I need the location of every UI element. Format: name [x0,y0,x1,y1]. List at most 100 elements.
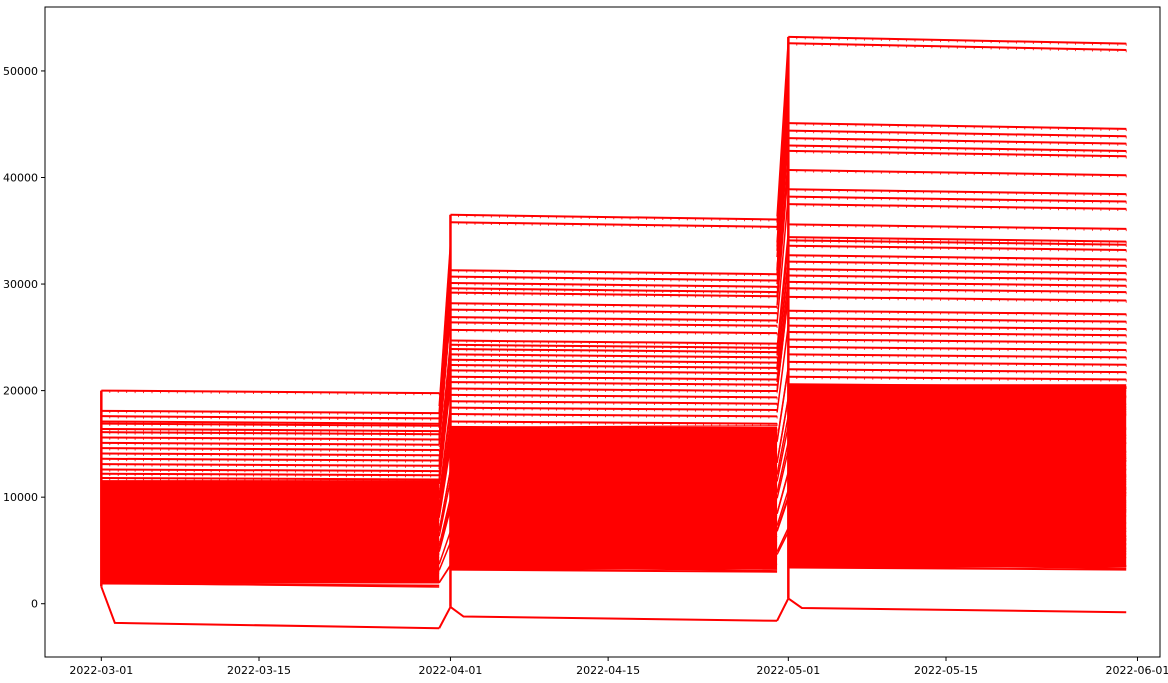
series-line [101,538,440,545]
series-line [450,481,778,485]
transition-line [776,425,790,482]
series-markers [450,353,778,360]
series-markers [101,447,440,453]
series-line [788,531,1127,537]
transition-line [438,298,452,437]
series-markers [788,42,1127,53]
series-line [450,441,778,446]
series-line [101,502,440,506]
series-markers [788,122,1127,132]
series-line [450,459,778,464]
series-markers [788,261,1127,268]
series-markers [101,453,440,458]
series-markers [788,268,1127,276]
series-line [788,526,1127,529]
series-line [788,457,1127,462]
transition-line [776,137,790,285]
series-markers [788,188,1127,197]
transition-line [776,241,790,356]
series-line [101,561,440,566]
x-tick-label: 2022-05-01 [756,664,820,677]
series-line [101,570,440,576]
series-line [788,483,1127,490]
y-tick-label: 30000 [3,278,38,291]
series-line [450,438,778,444]
transition-line [438,422,452,505]
x-tick-label: 2022-03-01 [69,664,133,677]
transition-line [776,397,790,463]
transition-line [438,470,452,532]
series-markers [101,423,440,428]
series-line [788,510,1127,517]
series-markers [101,477,440,482]
series-markers [788,376,1127,382]
transition-line [438,341,452,461]
transition-line [776,497,790,532]
series-line [450,495,778,499]
series-lines [100,35,1127,630]
series-markers [101,428,440,434]
series-line [788,557,1127,562]
series-line [101,577,440,583]
series-markers [450,221,778,229]
transition-line [776,194,790,324]
series-line [450,511,778,515]
series-markers [450,276,778,283]
transition-line [776,156,790,297]
series-line [450,564,778,570]
series-markers [101,431,440,437]
y-tick-label: 20000 [3,385,38,398]
series-line [788,564,1127,567]
month-series-2022-04 [449,213,778,622]
series-line [450,484,778,487]
transition-line [438,497,452,546]
series-line [101,556,440,562]
transition-line [438,411,452,499]
series-markers [788,130,1127,139]
series-line [788,471,1127,477]
transition-line [438,277,452,426]
series-line [101,538,440,543]
series-markers [788,383,1127,389]
transition-line [776,449,790,499]
series-line [788,544,1127,550]
transition-line [776,294,790,392]
transition-line [438,565,452,584]
series-markers [450,400,778,406]
series-markers [101,410,440,416]
series-markers [101,458,440,463]
series-line [788,475,1127,481]
x-tick-label: 2022-06-01 [1106,664,1168,677]
series-line [101,495,440,501]
series-line [101,577,440,581]
series-line [101,532,440,537]
series-line [450,513,778,517]
series-line [788,448,1127,454]
series-line [450,472,778,477]
series-line [101,481,440,484]
x-tick-label: 2022-04-15 [576,664,640,677]
series-line [788,414,1127,419]
series-line [450,489,778,493]
series-markers [450,413,778,419]
series-line [101,506,440,509]
series-line [788,487,1127,490]
series-markers [450,214,778,222]
x-tick-label: 2022-05-15 [914,664,978,677]
transition-line [776,489,790,526]
series-line [450,563,778,567]
series-line [450,432,778,438]
series-line [101,496,440,502]
series-markers [101,415,440,421]
series-line [101,549,440,552]
series-markers [788,346,1127,353]
series-line [450,538,778,545]
series-markers [450,369,778,376]
series-line [788,551,1127,555]
series-markers [788,361,1127,367]
series-markers [450,388,778,394]
series-line [788,492,1127,497]
series-line-lowest [449,606,778,622]
transition-line [438,255,452,414]
y-tick-label: 10000 [3,491,38,504]
